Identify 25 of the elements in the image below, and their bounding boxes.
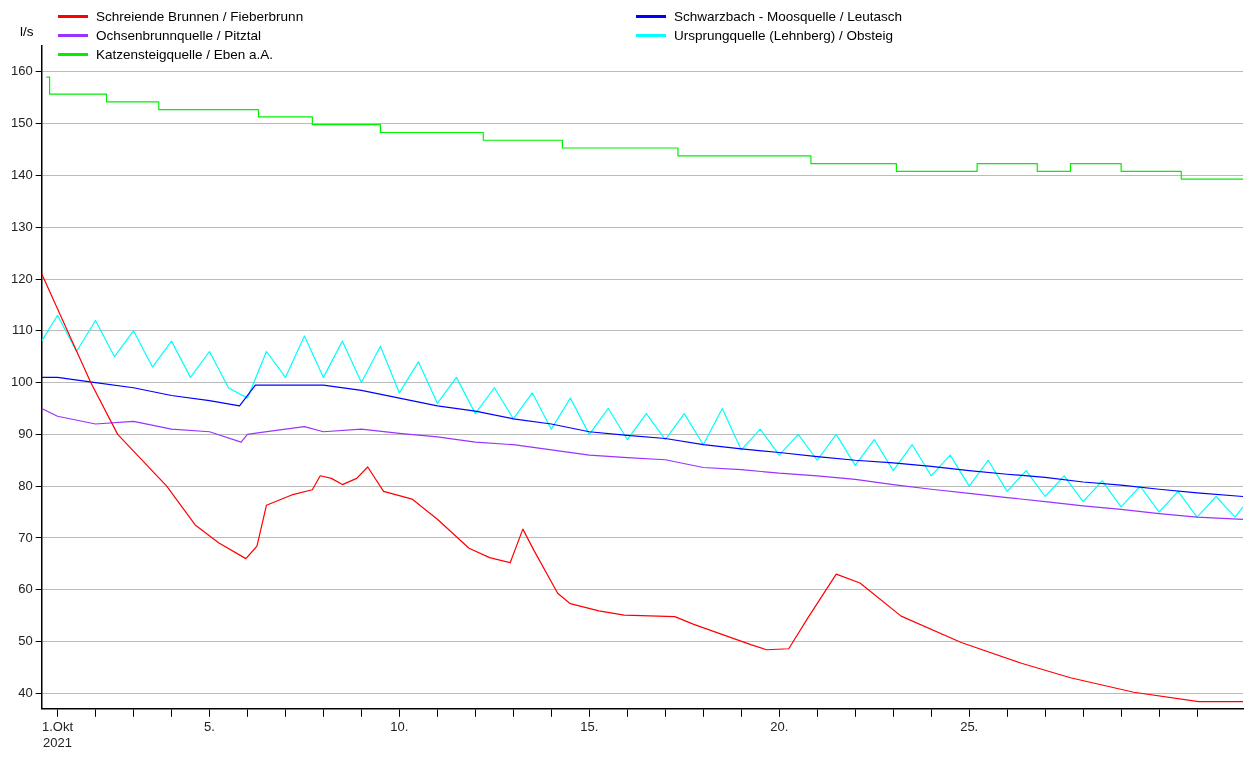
legend-label: Katzensteigquelle / Eben a.A. xyxy=(96,46,274,62)
x-tick-label: 10. xyxy=(390,719,409,735)
legend-label: Ursprungquelle (Lehnberg) / Obsteig xyxy=(674,27,894,43)
y-tick-label: 100 xyxy=(10,374,33,390)
x-tick-label: 5. xyxy=(204,719,215,735)
y-tick-label: 70 xyxy=(18,529,33,545)
y-tick-label: 160 xyxy=(10,63,33,79)
x-tick-label: 25. xyxy=(960,719,979,735)
legend-label: Schwarzbach - Moosquelle / Leutasch xyxy=(674,8,903,24)
y-tick-label: 120 xyxy=(10,270,33,286)
x-tick-label: 20. xyxy=(770,719,789,735)
y-tick-label: 90 xyxy=(18,425,33,441)
x-tick-label: 1.Okt 2021 xyxy=(41,719,74,750)
y-tick-label: 130 xyxy=(10,218,33,234)
y-tick-label: 40 xyxy=(18,684,33,700)
x-tick-label: 15. xyxy=(580,719,599,735)
y-tick-label: 80 xyxy=(18,477,33,493)
legend-label: Ochsenbrunnquelle / Pitztal xyxy=(96,27,262,43)
y-tick-label: 60 xyxy=(18,581,33,597)
y-tick-label: 150 xyxy=(10,115,33,131)
y-tick-label: 140 xyxy=(10,167,33,183)
y-tick-label: 110 xyxy=(11,322,33,338)
y-tick-label: 50 xyxy=(18,633,33,649)
y-axis-title: l/s xyxy=(20,24,34,39)
legend-label: Schreiende Brunnen / Fieberbrunn xyxy=(96,8,304,24)
